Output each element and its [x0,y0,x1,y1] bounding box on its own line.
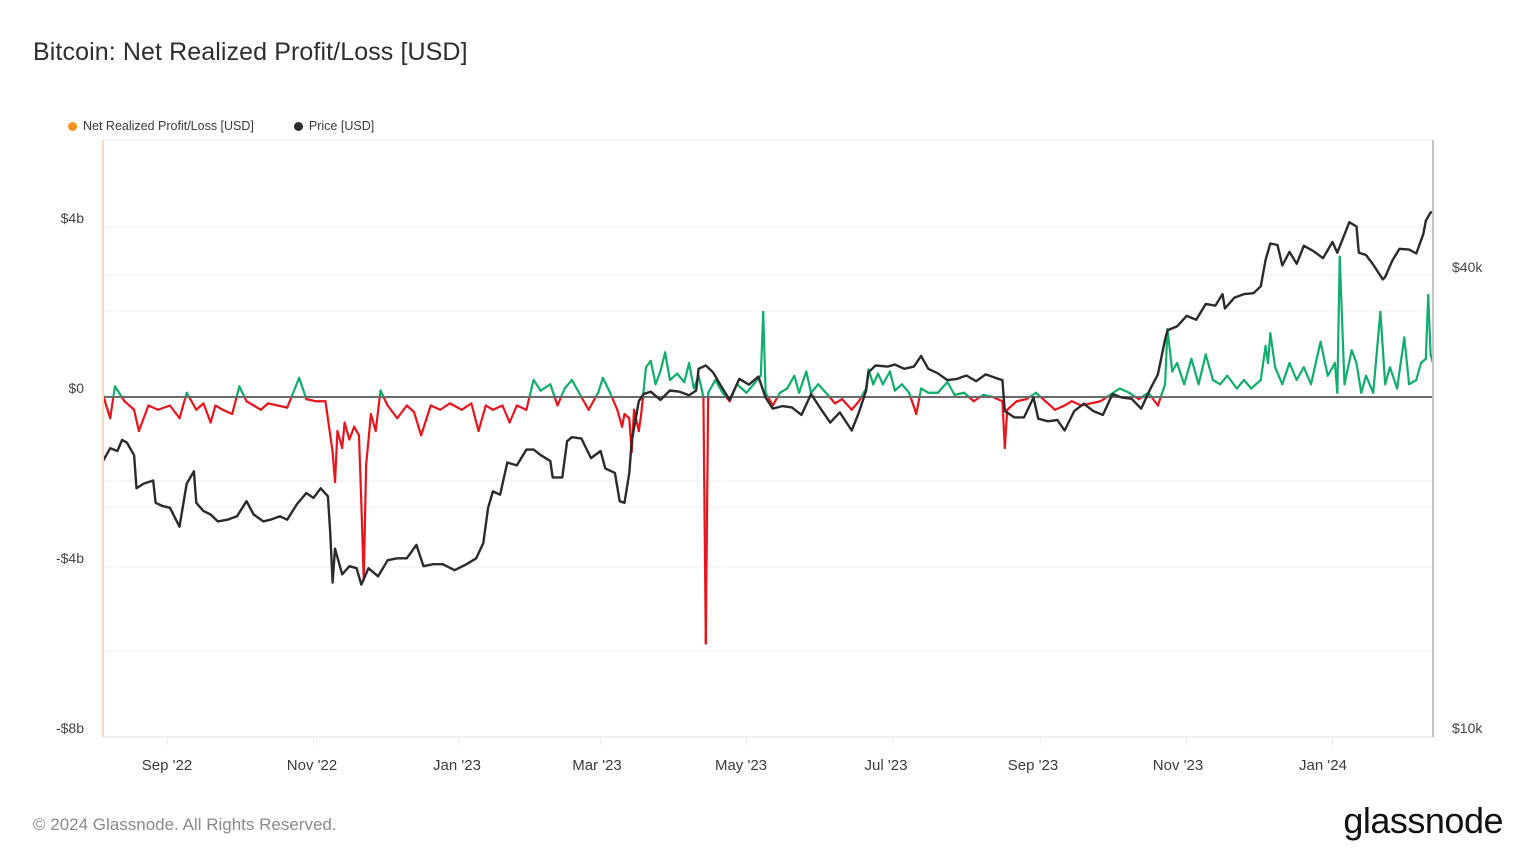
chart-title: Bitcoin: Net Realized Profit/Loss [USD] [33,38,468,66]
x-tick-nov-22: Nov '22 [286,757,338,774]
legend-item-nrpl[interactable]: Net Realized Profit/Loss [USD] [68,119,254,133]
legend-label-nrpl: Net Realized Profit/Loss [USD] [83,119,254,133]
price-dot-icon [293,121,303,131]
y-left-tick-neg4b: -$4b [55,550,84,566]
y-right-tick-10k: $10k [1452,720,1483,736]
x-tick-sep-22: Sep '22 [141,757,193,774]
x-axis-ticks [167,737,1334,745]
y-right-tick-40k: $40k [1452,259,1483,275]
legend-item-price[interactable]: Price [USD] [293,119,375,133]
x-tick-jan-24: Jan '24 [1299,757,1347,774]
copyright-text: © 2024 Glassnode. All Rights Reserved. [33,815,337,834]
gridlines [103,139,1433,738]
x-tick-jul-23: Jul '23 [864,757,908,774]
y-left-tick-neg8b: -$8b [55,720,84,736]
nrpl-dot-icon [68,121,77,131]
glassnode-logo: glassnode [1343,800,1503,841]
y-left-tick-4b: $4b [60,210,84,226]
x-tick-sep-23: Sep '23 [1007,757,1059,774]
x-tick-mar-23: Mar '23 [572,757,622,774]
price-series [101,211,1433,586]
x-tick-nov-23: Nov '23 [1152,757,1204,774]
legend-label-price: Price [USD] [308,119,375,133]
x-tick-jan-23: Jan '23 [433,757,481,774]
x-tick-may-23: May '23 [714,757,768,774]
nrpl-series [101,255,1435,645]
y-left-tick-0: $0 [68,380,84,396]
legend: Net Realized Profit/Loss [USD] Price [US… [68,119,374,133]
